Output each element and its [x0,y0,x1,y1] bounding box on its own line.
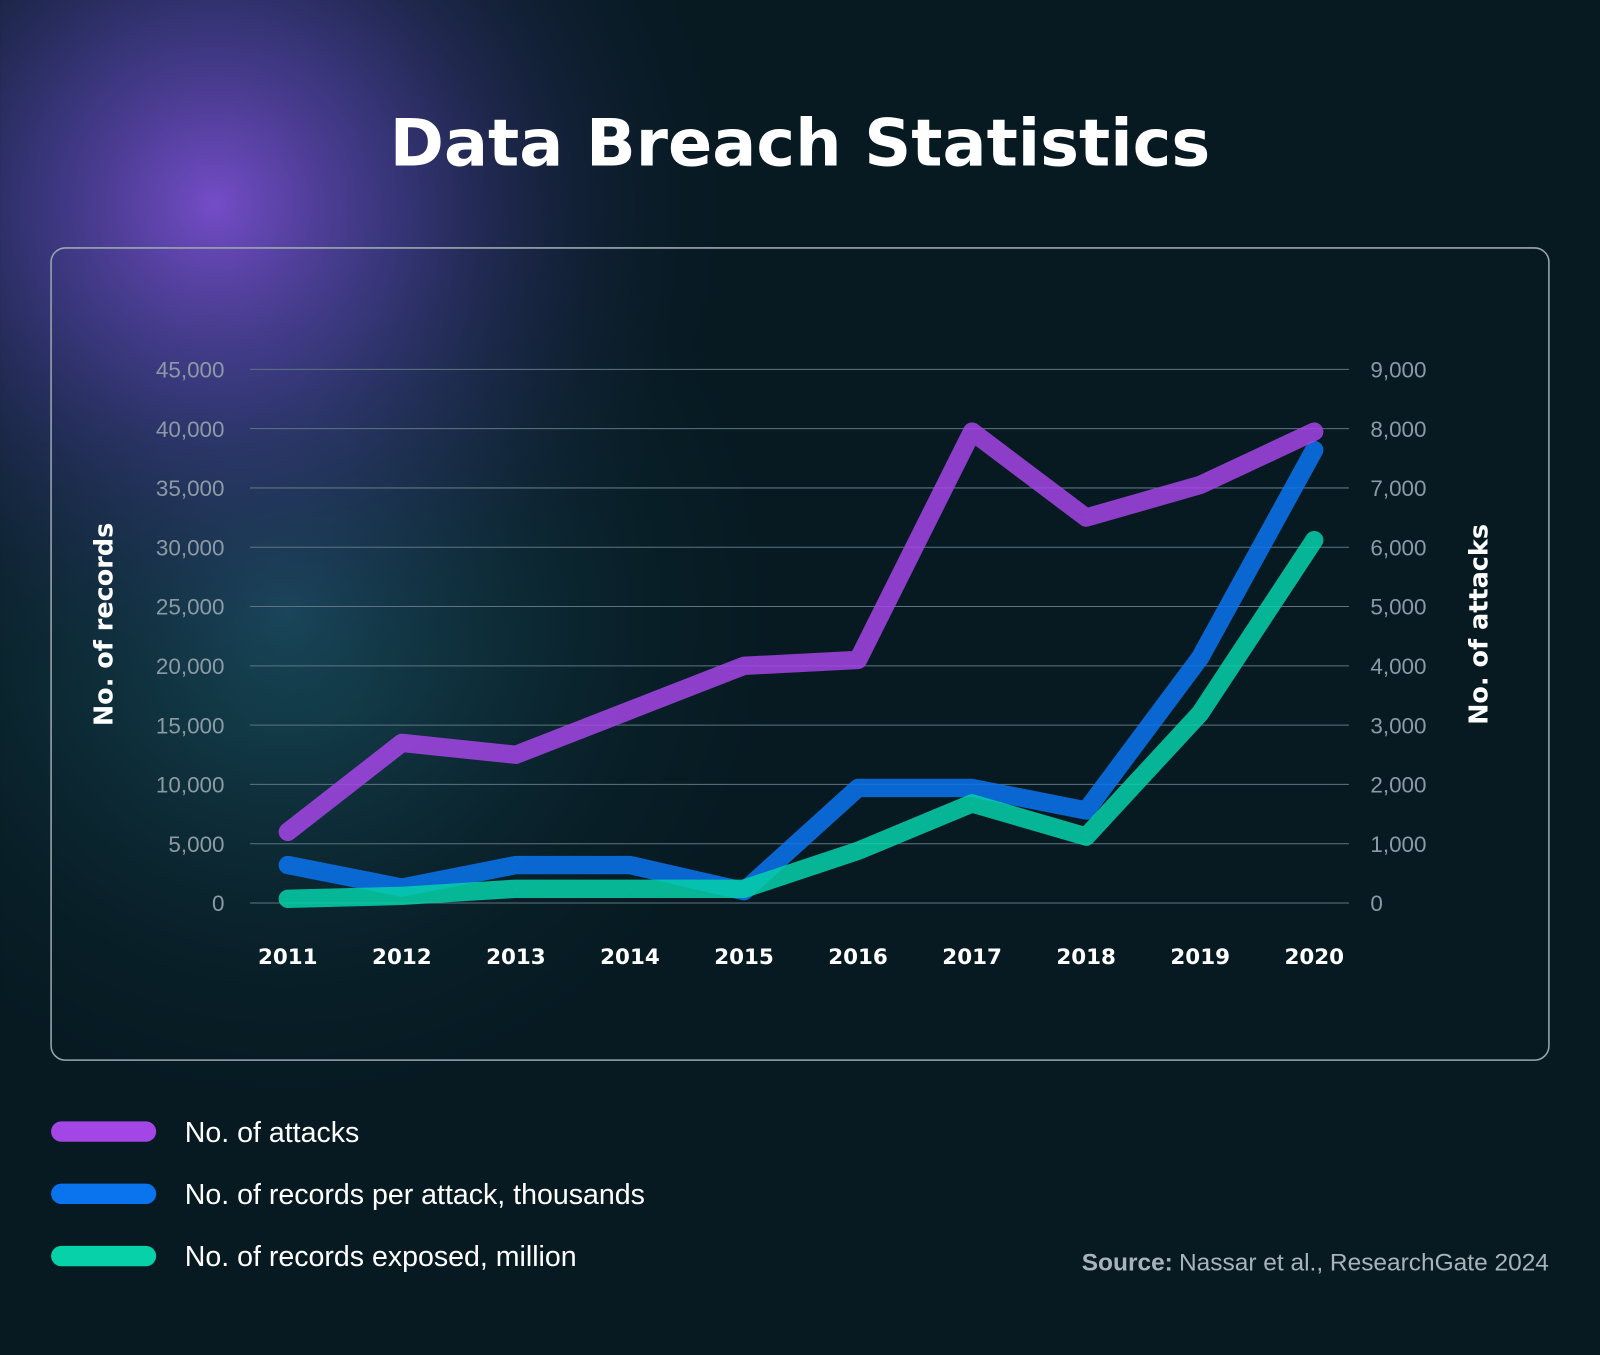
y-left-tick-label: 35,000 [156,476,225,501]
series-line-no-of-attacks [278,422,1324,842]
series-line-no-of-records-per-attack-thousands [278,440,1324,901]
x-tick-label: 2017 [942,945,1002,970]
x-tick-label: 2019 [1170,945,1230,970]
data-point-no-of-attacks [629,709,631,711]
data-point-no-of-attacks [1199,484,1201,486]
chart-title: Data Breach Statistics [390,105,1210,181]
y-axis-right-label: No. of attacks [1465,524,1495,725]
legend-label-records-per-attack: No. of records per attack, thousands [185,1179,645,1211]
data-point-no-of-attacks [515,754,517,756]
data-point-no-of-records-exposed-million [857,850,859,852]
y-right-tick-label: 6,000 [1370,535,1426,560]
data-point-no-of-records-per-attack-thousands [1085,809,1087,812]
data-point-no-of-records-per-attack-thousands [971,787,973,789]
data-point-no-of-attacks [743,665,745,667]
y-left-tick-label: 45,000 [156,358,225,383]
data-point-no-of-attacks [857,659,859,661]
x-tick-label: 2012 [372,945,432,970]
data-point-no-of-records-per-attack-thousands [1199,657,1201,659]
y-right-tick-label: 5,000 [1370,595,1426,620]
y-left-tick-label: 10,000 [156,773,225,798]
legend-label-attacks: No. of attacks [185,1117,360,1149]
y-left-tick-label: 25,000 [156,595,225,620]
x-tick-label: 2011 [258,945,318,970]
data-point-no-of-records-exposed-million [971,802,973,804]
y-right-tick-label: 0 [1370,891,1382,916]
x-tick-label: 2015 [714,945,774,970]
y-left-tick-label: 15,000 [156,713,225,738]
data-point-no-of-records-exposed-million [515,888,517,890]
data-point-no-of-records-per-attack-thousands [515,864,517,866]
y-left-tick-label: 20,000 [156,654,225,679]
data-point-no-of-attacks [1313,431,1315,433]
x-tick-label: 2018 [1056,945,1116,970]
y-right-tick-label: 2,000 [1370,773,1426,798]
y-right-tick-label: 4,000 [1370,654,1426,679]
data-point-no-of-records-exposed-million [401,895,403,897]
source-note: Source: Nassar et al., ResearchGate 2024 [1082,1249,1549,1276]
legend-label-records-exposed: No. of records exposed, million [185,1241,577,1273]
data-point-no-of-records-exposed-million [629,888,631,890]
y-left-tick-label: 30,000 [156,535,225,560]
y-right-tick-label: 3,000 [1370,713,1426,738]
data-point-no-of-attacks [1085,517,1087,519]
data-point-no-of-attacks [971,431,973,433]
data-point-no-of-records-per-attack-thousands [629,864,631,866]
data-point-no-of-attacks [287,831,289,833]
y-left-tick-label: 40,000 [156,417,225,442]
data-point-no-of-records-exposed-million [1085,836,1087,838]
chart-frame [50,247,1550,1061]
y-left-tick-label: 5,000 [168,832,224,857]
source-text: Nassar et al., ResearchGate 2024 [1179,1249,1549,1276]
source-label: Source: [1082,1249,1173,1276]
y-right-tick-label: 8,000 [1370,417,1426,442]
data-point-no-of-records-per-attack-thousands [1313,449,1315,451]
y-right-tick-label: 9,000 [1370,358,1426,383]
legend: No. of attacks No. of records per attack… [51,1117,645,1273]
y-right-tick-label: 7,000 [1370,476,1426,501]
x-tick-label: 2020 [1284,945,1344,970]
x-tick-label: 2016 [828,945,888,970]
x-tick-label: 2013 [486,945,546,970]
series-line-no-of-records-exposed-million [278,530,1324,909]
x-tick-label: 2014 [600,945,660,970]
data-point-no-of-records-exposed-million [743,888,745,890]
data-point-no-of-attacks [401,742,403,744]
data-point-no-of-records-per-attack-thousands [857,787,859,789]
data-point-no-of-records-exposed-million [1199,712,1201,714]
data-point-no-of-records-exposed-million [287,898,289,900]
y-left-tick-label: 0 [212,891,224,916]
y-axis-left-label: No. of records [89,523,119,726]
data-point-no-of-records-exposed-million [1313,539,1315,541]
data-point-no-of-records-per-attack-thousands [287,864,289,866]
y-right-tick-label: 1,000 [1370,832,1426,857]
